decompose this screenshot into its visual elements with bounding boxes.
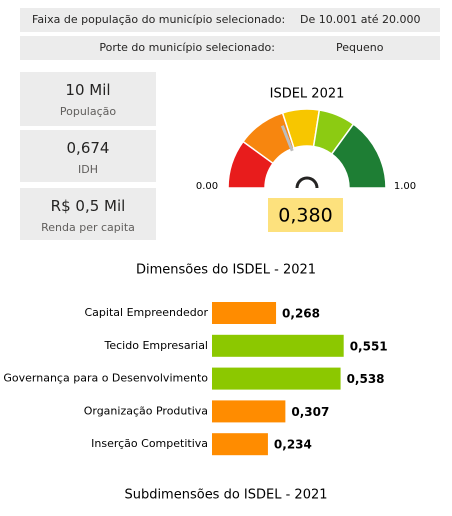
chart-title: Dimensões do ISDEL - 2021: [136, 263, 316, 278]
y-tick-label: Governança para o Desenvolvimento: [3, 372, 208, 385]
gauge-value: 0,380: [278, 205, 332, 227]
bar: [212, 433, 268, 456]
filter-row: Faixa de população do município selecion…: [20, 8, 440, 32]
kpi-card: R$ 0,5 Mil Renda per capita: [20, 188, 156, 240]
gauge-max: 1.00: [394, 181, 416, 192]
data-label: 0,268: [282, 307, 320, 321]
y-tick-label: Tecido Empresarial: [104, 339, 208, 352]
filter-label: Faixa de população do município selecion…: [32, 13, 286, 26]
gauge-value-box: [268, 198, 343, 232]
bar: [212, 334, 344, 357]
kpi-value: R$ 0,5 Mil: [50, 197, 126, 215]
bar: [212, 367, 341, 390]
kpi-value: 10 Mil: [65, 81, 111, 99]
y-tick-label: Organização Produtiva: [84, 404, 208, 417]
kpi-label: População: [59, 105, 117, 118]
kpi-label: IDH: [78, 163, 98, 176]
data-label: 0,234: [274, 438, 312, 452]
data-label: 0,538: [347, 372, 385, 386]
kpi-label: Renda per capita: [41, 221, 135, 234]
y-tick-label: Inserção Competitiva: [91, 437, 208, 450]
data-label: 0,307: [291, 405, 329, 419]
filter-value: Pequeno: [336, 41, 384, 54]
bar: [212, 302, 277, 324]
kpi-card: 0,674 IDH: [20, 130, 156, 182]
gauge-needle: [280, 125, 294, 152]
data-label: 0,551: [350, 339, 388, 353]
filter-label: Porte do município selecionado:: [99, 41, 275, 54]
kpi-value: 0,674: [66, 139, 110, 157]
kpi-card: 10 Mil População: [20, 72, 156, 126]
gauge-title: ISDEL 2021: [270, 87, 345, 102]
bar: [212, 400, 286, 423]
gauge-min: 0.00: [196, 181, 218, 192]
gauge-band: [330, 123, 387, 189]
filter-row: Porte do município selecionado: Pequeno: [20, 36, 440, 60]
y-tick-label: Capital Empreendedor: [85, 306, 209, 319]
subtitle: Subdimensões do ISDEL - 2021: [124, 488, 327, 503]
gauge-hub: [295, 176, 319, 189]
filter-value: De 10.001 até 20.000: [300, 13, 421, 26]
